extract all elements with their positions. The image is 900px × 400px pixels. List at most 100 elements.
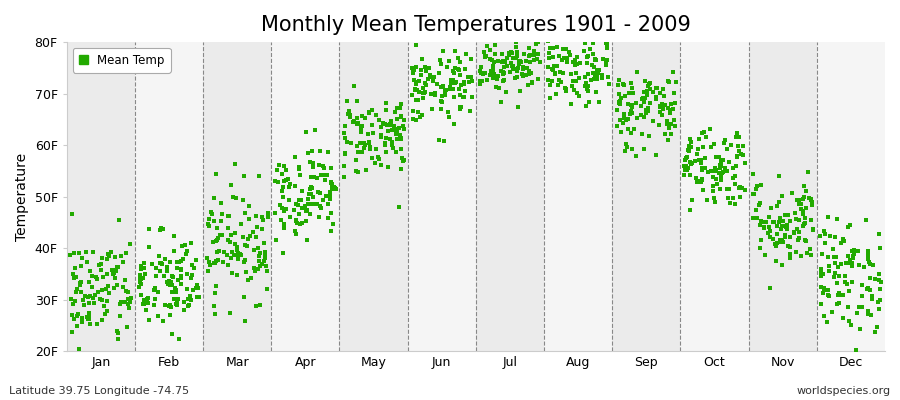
Point bbox=[202, 223, 216, 230]
Point bbox=[109, 268, 123, 274]
Point bbox=[113, 313, 128, 320]
Point bbox=[488, 50, 502, 57]
Point bbox=[713, 162, 727, 168]
Point bbox=[189, 285, 203, 291]
Point bbox=[523, 52, 537, 58]
Point bbox=[833, 261, 848, 268]
Point bbox=[406, 77, 420, 83]
Point bbox=[252, 250, 266, 256]
Point bbox=[773, 236, 788, 243]
Point bbox=[374, 134, 388, 140]
Point bbox=[649, 94, 663, 100]
Point bbox=[86, 300, 101, 306]
Point bbox=[388, 125, 402, 132]
Point bbox=[446, 94, 461, 100]
Point bbox=[613, 116, 627, 123]
Point bbox=[516, 73, 530, 79]
Point bbox=[122, 299, 137, 306]
Point bbox=[184, 296, 198, 303]
Point bbox=[137, 297, 151, 304]
Point bbox=[236, 234, 250, 240]
Point bbox=[117, 277, 131, 283]
Point bbox=[338, 134, 353, 141]
Point bbox=[662, 79, 677, 85]
Point bbox=[137, 301, 151, 307]
Bar bbox=[817, 42, 885, 351]
Point bbox=[770, 223, 784, 229]
Point bbox=[454, 104, 468, 111]
Point bbox=[406, 107, 420, 114]
Point bbox=[425, 106, 439, 112]
Point bbox=[135, 300, 149, 307]
Point bbox=[640, 88, 654, 94]
Point bbox=[373, 117, 387, 123]
Point bbox=[706, 141, 721, 148]
Point bbox=[406, 69, 420, 75]
Point bbox=[276, 178, 291, 184]
Point bbox=[599, 41, 614, 47]
Point bbox=[598, 60, 613, 66]
Point bbox=[521, 67, 535, 74]
Point bbox=[122, 296, 136, 302]
Point bbox=[437, 89, 452, 95]
Point bbox=[559, 86, 573, 92]
Point bbox=[652, 122, 666, 128]
Point bbox=[246, 229, 260, 235]
Point bbox=[389, 127, 403, 133]
Point bbox=[814, 273, 829, 279]
Point bbox=[96, 303, 111, 309]
Point bbox=[626, 104, 640, 110]
Point bbox=[855, 292, 869, 299]
Point bbox=[82, 300, 96, 306]
Point bbox=[108, 254, 122, 261]
Point bbox=[435, 99, 449, 105]
Point bbox=[733, 194, 747, 200]
Point bbox=[579, 103, 593, 109]
Point bbox=[588, 71, 602, 77]
Point bbox=[148, 273, 163, 279]
Point bbox=[455, 94, 470, 100]
Point bbox=[518, 72, 533, 78]
Point bbox=[553, 69, 567, 75]
Point bbox=[201, 220, 215, 227]
Point bbox=[161, 280, 176, 287]
Point bbox=[384, 122, 399, 128]
Point bbox=[612, 100, 626, 106]
Point bbox=[495, 78, 509, 84]
Point bbox=[271, 179, 285, 185]
Point bbox=[859, 217, 873, 224]
Point bbox=[865, 296, 879, 302]
Point bbox=[798, 188, 813, 194]
Point bbox=[257, 248, 272, 255]
Bar bbox=[749, 42, 817, 351]
Point bbox=[555, 57, 570, 63]
Point bbox=[614, 95, 628, 101]
Point bbox=[324, 179, 338, 186]
Point bbox=[569, 70, 583, 76]
Point bbox=[775, 223, 789, 229]
Point bbox=[230, 256, 245, 262]
Point bbox=[321, 149, 336, 155]
Point bbox=[443, 84, 457, 90]
Point bbox=[661, 137, 675, 144]
Point bbox=[804, 196, 818, 202]
Point bbox=[310, 189, 325, 196]
Point bbox=[845, 254, 859, 261]
Point bbox=[625, 84, 639, 91]
Point bbox=[237, 172, 251, 179]
Point bbox=[618, 141, 633, 147]
Point bbox=[559, 46, 573, 52]
Point bbox=[324, 180, 338, 187]
Point bbox=[75, 315, 89, 321]
Point bbox=[446, 76, 460, 83]
Point bbox=[480, 77, 494, 83]
Point bbox=[321, 214, 336, 221]
Point bbox=[293, 197, 308, 203]
Point bbox=[201, 268, 215, 274]
Point bbox=[578, 74, 592, 80]
Point bbox=[65, 211, 79, 218]
Point bbox=[778, 234, 792, 241]
Point bbox=[496, 70, 510, 77]
Point bbox=[753, 182, 768, 188]
Point bbox=[613, 100, 627, 107]
